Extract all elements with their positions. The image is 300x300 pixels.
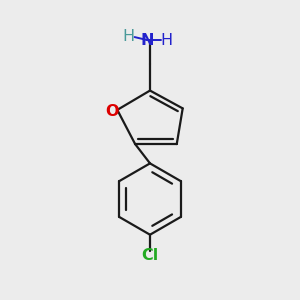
Text: O: O xyxy=(105,104,119,119)
Text: N: N xyxy=(140,32,154,47)
Text: Cl: Cl xyxy=(141,248,159,263)
Text: H: H xyxy=(160,32,172,47)
Text: H: H xyxy=(122,29,135,44)
